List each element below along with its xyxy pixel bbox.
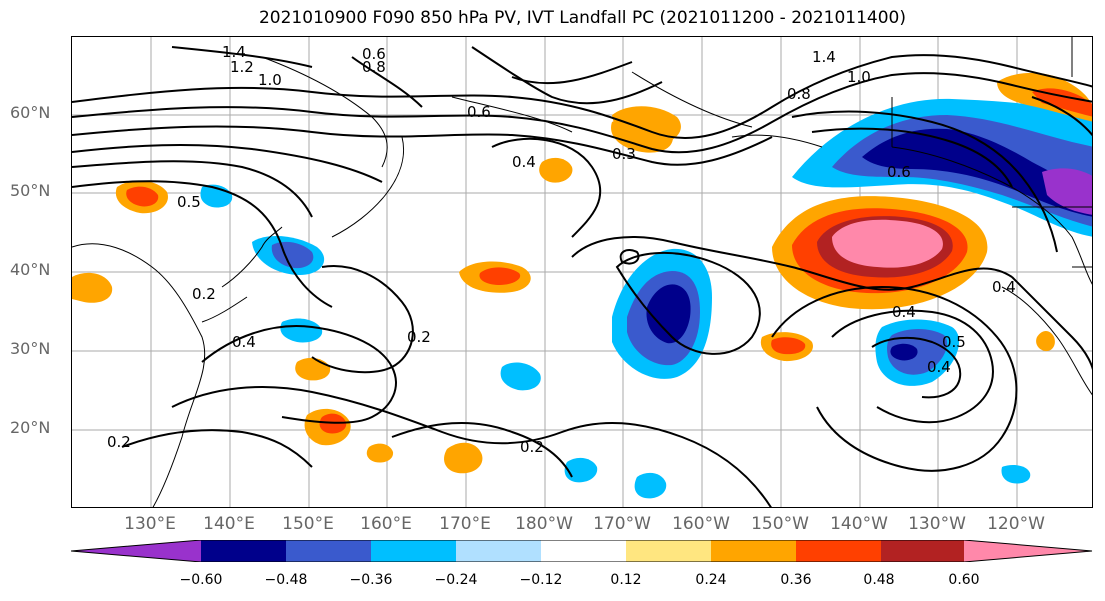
contour-label: 0.4 bbox=[927, 358, 951, 376]
contour-label: 0.6 bbox=[362, 45, 386, 63]
contour-label: 1.0 bbox=[258, 71, 282, 89]
contour-label: 1.4 bbox=[812, 48, 836, 66]
lon-label: 180°W bbox=[515, 514, 573, 534]
pv-contours bbox=[72, 46, 1092, 507]
colorbar-segment bbox=[456, 540, 541, 562]
colorbar-tick-label: −0.48 bbox=[264, 572, 308, 588]
colorbar-extend-left bbox=[71, 540, 201, 562]
map-canvas: 1.4 1.2 1.0 0.6 0.8 0.6 1.4 1.0 0.8 0.5 … bbox=[72, 37, 1092, 507]
colorbar-segment bbox=[201, 540, 286, 562]
colorbar-segment bbox=[371, 540, 456, 562]
contour-label: 0.5 bbox=[177, 193, 201, 211]
contour-label: 0.2 bbox=[192, 285, 216, 303]
lon-label: 130°W bbox=[908, 514, 966, 534]
colorbar-segments bbox=[71, 540, 1093, 562]
coastlines bbox=[72, 37, 1092, 507]
lon-label: 120°W bbox=[987, 514, 1045, 534]
lat-label: 40°N bbox=[10, 260, 51, 279]
lon-label: 170°W bbox=[593, 514, 651, 534]
lon-label: 160°E bbox=[360, 514, 412, 534]
colorbar-segment bbox=[881, 540, 964, 562]
lat-label: 20°N bbox=[10, 418, 51, 437]
lon-label: 150°W bbox=[751, 514, 809, 534]
lon-label: 170°E bbox=[439, 514, 491, 534]
lat-label: 30°N bbox=[10, 339, 51, 358]
map-panel: 1.4 1.2 1.0 0.6 0.8 0.6 1.4 1.0 0.8 0.5 … bbox=[71, 36, 1093, 508]
lon-label: 140°W bbox=[830, 514, 888, 534]
contour-label: 0.6 bbox=[887, 163, 911, 181]
contour-label: 0.4 bbox=[892, 303, 916, 321]
colorbar-tick-label: 0.60 bbox=[948, 572, 980, 588]
colorbar bbox=[71, 540, 1093, 562]
contour-label: 0.2 bbox=[407, 328, 431, 346]
contour-label: 1.0 bbox=[847, 68, 871, 86]
colorbar-segment bbox=[286, 540, 371, 562]
contour-label: 0.2 bbox=[107, 433, 131, 451]
colorbar-segment bbox=[711, 540, 796, 562]
lat-label: 60°N bbox=[10, 103, 51, 122]
colorbar-extend-right bbox=[964, 540, 1092, 562]
contour-label: 0.5 bbox=[942, 333, 966, 351]
contour-label: 0.8 bbox=[787, 85, 811, 103]
colorbar-segment bbox=[796, 540, 881, 562]
colorbar-tick-label: −0.36 bbox=[349, 572, 393, 588]
lon-label: 140°E bbox=[203, 514, 255, 534]
colorbar-tick-label: −0.24 bbox=[434, 572, 478, 588]
colorbar-tick-label: 0.48 bbox=[863, 572, 895, 588]
colorbar-tick-label: 0.24 bbox=[695, 572, 727, 588]
contour-label: 0.2 bbox=[520, 438, 544, 456]
contour-label: 0.8 bbox=[362, 58, 386, 76]
contour-label: 0.4 bbox=[232, 333, 256, 351]
lat-label: 50°N bbox=[10, 181, 51, 200]
lon-label: 150°E bbox=[282, 514, 334, 534]
colorbar-segment bbox=[626, 540, 711, 562]
contour-label: 1.4 bbox=[222, 43, 246, 61]
colorbar-tick-label: −0.60 bbox=[179, 572, 223, 588]
colorbar-tick-label: 0.36 bbox=[780, 572, 812, 588]
colorbar-tick-label: −0.12 bbox=[519, 572, 563, 588]
colorbar-outline bbox=[71, 540, 1093, 562]
contour-label-group: 1.4 1.2 1.0 0.6 0.8 0.6 1.4 1.0 0.8 0.5 … bbox=[107, 43, 1016, 456]
contour-label: 0.6 bbox=[467, 103, 491, 121]
lon-label: 160°W bbox=[672, 514, 730, 534]
contour-label: 0.4 bbox=[992, 278, 1016, 296]
colorbar-segment bbox=[541, 540, 626, 562]
colorbar-tick-label: 0.12 bbox=[610, 572, 642, 588]
lon-label: 130°E bbox=[124, 514, 176, 534]
shading-layer bbox=[72, 72, 1092, 499]
contour-label: 0.3 bbox=[612, 145, 636, 163]
plot-title: 2021010900 F090 850 hPa PV, IVT Landfall… bbox=[258, 8, 906, 28]
contour-label: 1.2 bbox=[230, 58, 254, 76]
contour-label: 0.4 bbox=[512, 153, 536, 171]
